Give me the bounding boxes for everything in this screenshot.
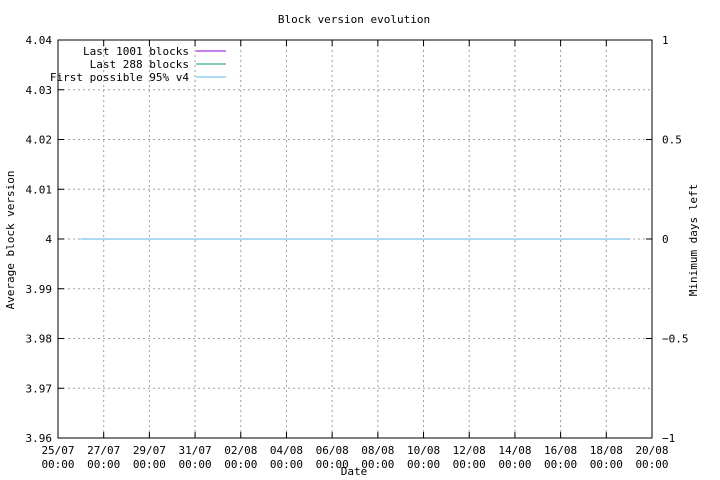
x-tick-label-time: 00:00 [316, 458, 349, 471]
legend-label: First possible 95% v4 [50, 71, 189, 84]
y2-tick-label: −0.5 [662, 333, 689, 346]
x-tick-label-time: 00:00 [133, 458, 166, 471]
x-tick-label: 10/08 [407, 444, 440, 457]
x-tick-label: 16/08 [544, 444, 577, 457]
legend-label: Last 288 blocks [90, 58, 189, 71]
y-axis-label: Average block version [4, 170, 17, 309]
x-tick-label: 08/08 [361, 444, 394, 457]
x-axis-label: Date [341, 465, 368, 478]
legend-label: Last 1001 blocks [83, 45, 189, 58]
x-tick-label: 18/08 [590, 444, 623, 457]
y-tick-label: 3.96 [26, 432, 53, 445]
x-tick-label-time: 00:00 [407, 458, 440, 471]
x-tick-label-time: 00:00 [635, 458, 668, 471]
x-tick-label: 02/08 [224, 444, 257, 457]
x-tick-label-time: 00:00 [544, 458, 577, 471]
y2-tick-label: −1 [662, 432, 675, 445]
x-tick-label: 27/07 [87, 444, 120, 457]
y-tick-label: 3.99 [26, 283, 53, 296]
x-tick-label-time: 00:00 [41, 458, 74, 471]
x-tick-label-time: 00:00 [224, 458, 257, 471]
x-tick-label-time: 00:00 [270, 458, 303, 471]
x-tick-label: 06/08 [316, 444, 349, 457]
x-tick-label: 12/08 [453, 444, 486, 457]
y2-tick-label: 0 [662, 233, 669, 246]
chart-title: Block version evolution [278, 13, 430, 26]
x-tick-labels: 25/0700:0027/0700:0029/0700:0031/0700:00… [41, 444, 668, 471]
x-tick-label: 20/08 [635, 444, 668, 457]
y2-tick-label: 0.5 [662, 134, 682, 147]
x-tick-label: 31/07 [179, 444, 212, 457]
y-tick-label: 4.01 [26, 183, 53, 196]
x-tick-label-time: 00:00 [590, 458, 623, 471]
x-tick-label: 14/08 [498, 444, 531, 457]
x-tick-label-time: 00:00 [179, 458, 212, 471]
x-tick-label: 29/07 [133, 444, 166, 457]
y-tick-label: 4.04 [26, 34, 53, 47]
tick-marks [57, 39, 653, 439]
y-tick-label: 4 [45, 233, 52, 246]
y2-tick-label: 1 [662, 34, 669, 47]
y2-axis-label: Minimum days left [687, 184, 700, 297]
x-tick-label: 04/08 [270, 444, 303, 457]
x-tick-label-time: 00:00 [87, 458, 120, 471]
y-tick-label: 3.97 [26, 382, 53, 395]
x-tick-label-time: 00:00 [498, 458, 531, 471]
y-tick-label: 3.98 [26, 333, 53, 346]
x-tick-label-time: 00:00 [453, 458, 486, 471]
x-tick-label: 25/07 [41, 444, 74, 457]
y-tick-labels: 4.04 4.03 4.02 4.01 4 3.99 3.98 3.97 3.96 [26, 34, 53, 445]
y-tick-label: 4.03 [26, 84, 53, 97]
y2-tick-labels: 1 0.5 0 −0.5 −1 [662, 34, 689, 445]
y-tick-label: 4.02 [26, 134, 53, 147]
x-tick-label-time: 00:00 [361, 458, 394, 471]
